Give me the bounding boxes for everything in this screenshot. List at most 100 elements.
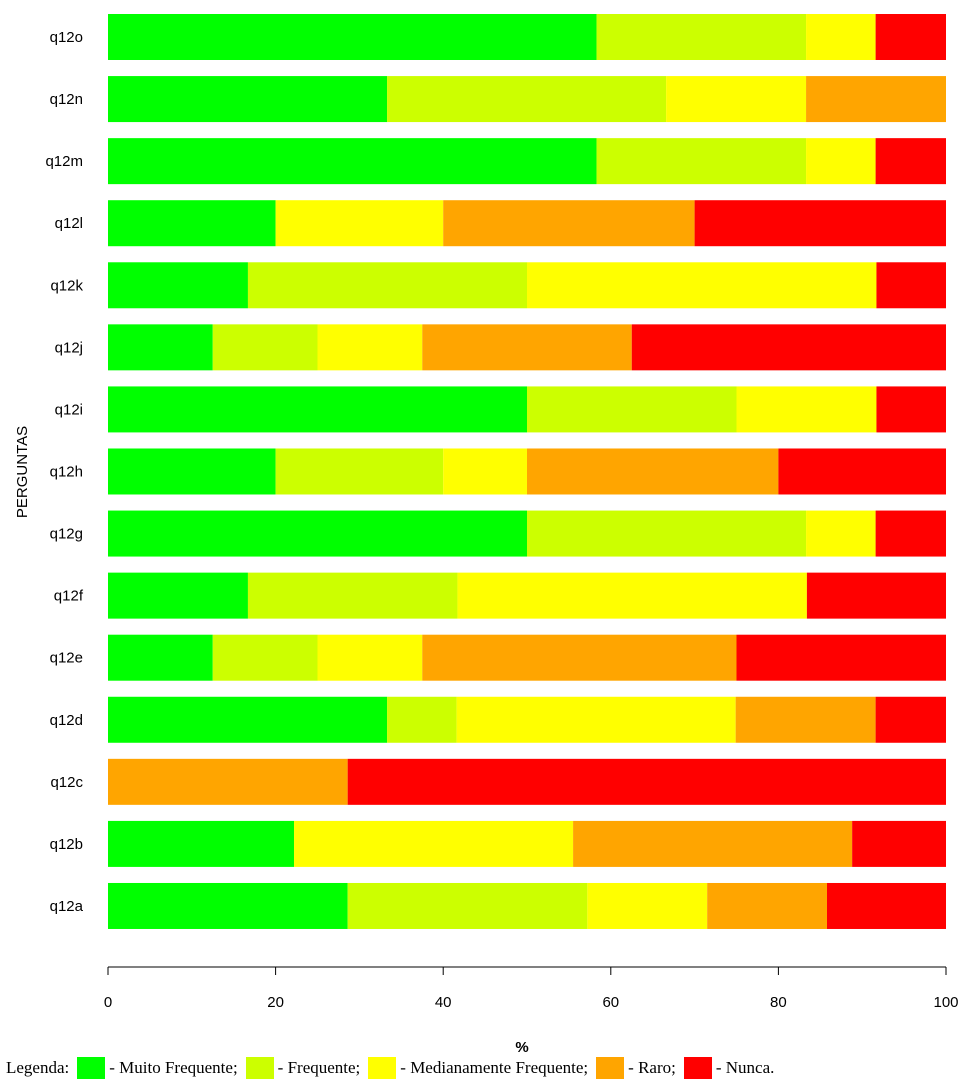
bar-q12m-series-1	[108, 138, 597, 185]
category-labels: q12a q12b q12c q12d q12e q12f q12g q12h q12i q12j…	[45, 29, 83, 915]
bar-q12a-series-3	[587, 882, 708, 929]
x-tick-label-80: 80	[770, 994, 787, 1011]
bar-q12l-series-4	[443, 200, 695, 247]
bar-q12g-series-3	[806, 510, 876, 557]
bar-q12j-series-3	[317, 324, 423, 371]
bar-q12n-series-4	[806, 76, 946, 123]
bar-q12m-series-3	[806, 138, 876, 185]
category-label-q12b: q12b	[50, 836, 83, 853]
bar-q12f-series-5	[806, 572, 946, 619]
bar-q12d-series-4	[735, 696, 876, 743]
legend: Legenda: - Muito Frequente; - Frequente; -…	[6, 1056, 966, 1080]
legend-swatch-4	[596, 1057, 625, 1079]
bar-q12e-series-1	[108, 634, 213, 681]
legend-entry-4: - Raro;	[590, 1057, 678, 1079]
bar-q12n-series-3	[666, 76, 807, 123]
category-label-q12e: q12e	[50, 650, 83, 667]
bar-q12o-series-5	[875, 14, 946, 60]
bar-q12a-series-2	[347, 882, 588, 929]
bar-q12f-series-2	[247, 572, 458, 619]
bar-q12l-series-3	[275, 200, 444, 247]
x-axis-title: %	[515, 1039, 528, 1056]
category-label-q12m: q12m	[45, 153, 83, 170]
bar-q12j-series-5	[631, 324, 946, 371]
bar-q12b-series-1	[108, 820, 295, 867]
legend-entry-5: - Nunca.	[678, 1057, 777, 1079]
bar-q12n-series-2	[387, 76, 667, 123]
category-label-q12j: q12j	[55, 339, 83, 356]
stacked-bar-chart: q12a q12b q12c q12d q12e q12f q12g q12h q12i q12j…	[14, 14, 959, 1056]
bar-q12k-series-2	[247, 262, 528, 309]
legend-swatch-3	[368, 1057, 397, 1079]
bar-q12a-series-5	[827, 882, 946, 929]
category-label-q12a: q12a	[50, 898, 84, 915]
legend-entry-1: - Muito Frequente;	[71, 1057, 239, 1079]
bar-q12l-series-1	[108, 200, 276, 247]
legend-swatch-2	[245, 1057, 274, 1079]
legend-swatch-1	[77, 1057, 106, 1079]
category-label-q12g: q12g	[50, 526, 83, 543]
bar-q12g-series-2	[527, 510, 807, 557]
legend-label-3: - Medianamente Frequente;	[400, 1058, 589, 1077]
bar-q12d-series-2	[387, 696, 457, 743]
bar-q12k-series-3	[527, 262, 877, 309]
bar-q12c-series-5	[347, 758, 947, 805]
legend-label-2: - Frequente;	[277, 1058, 361, 1077]
bar-q12i-series-2	[527, 386, 737, 433]
bar-q12h-series-5	[778, 448, 946, 495]
bar-q12b-series-3	[294, 820, 574, 867]
x-tick-label-40: 40	[435, 994, 452, 1011]
bar-q12j-series-4	[422, 324, 632, 371]
legend-entries: - Muito Frequente; - Frequente; - Medianam…	[71, 1057, 776, 1079]
bar-q12d-series-3	[456, 696, 736, 743]
bar-q12l-series-5	[694, 200, 946, 247]
bar-q12e-series-3	[317, 634, 423, 681]
bar-q12e-series-2	[212, 634, 318, 681]
bars-layer	[108, 14, 947, 929]
category-label-q12n: q12n	[50, 91, 83, 108]
bar-q12g-series-1	[108, 510, 527, 557]
bar-q12e-series-5	[736, 634, 946, 681]
bar-q12h-series-4	[527, 448, 779, 495]
bar-q12a-series-1	[108, 882, 348, 929]
bar-q12c-series-4	[108, 758, 348, 805]
bar-q12m-series-2	[596, 138, 807, 185]
legend-label-5: - Nunca.	[715, 1058, 775, 1077]
bar-q12f-series-3	[457, 572, 807, 619]
bar-q12j-series-1	[108, 324, 213, 371]
category-label-q12k: q12k	[50, 277, 83, 294]
x-tick-label-60: 60	[602, 994, 619, 1011]
legend-label-1: - Muito Frequente;	[109, 1058, 238, 1077]
legend-swatch-5	[683, 1057, 712, 1079]
bar-q12h-series-2	[275, 448, 444, 495]
bar-q12a-series-4	[707, 882, 828, 929]
bar-q12i-series-3	[736, 386, 877, 433]
category-label-q12c: q12c	[50, 774, 83, 791]
category-label-q12h: q12h	[50, 463, 83, 480]
legend-label-4: - Raro;	[628, 1058, 676, 1077]
legend-entry-2: - Frequente;	[240, 1057, 363, 1079]
bar-q12o-series-1	[108, 14, 597, 60]
bar-q12i-series-5	[876, 386, 946, 433]
legend-entry-3: - Medianamente Frequente;	[362, 1057, 590, 1079]
bar-q12o-series-2	[596, 14, 807, 60]
category-label-q12d: q12d	[50, 712, 83, 729]
bar-q12g-series-5	[875, 510, 946, 557]
category-label-q12f: q12f	[54, 588, 84, 605]
x-tick-label-20: 20	[267, 994, 284, 1011]
bar-q12f-series-1	[108, 572, 248, 619]
legend-prefix: Legenda:	[6, 1058, 70, 1077]
bar-q12b-series-4	[573, 820, 853, 867]
bar-q12e-series-4	[422, 634, 737, 681]
bar-q12m-series-5	[875, 138, 946, 185]
bar-q12d-series-1	[108, 696, 388, 743]
bar-q12k-series-5	[876, 262, 946, 309]
bar-q12h-series-1	[108, 448, 276, 495]
x-tick-label-0: 0	[104, 994, 112, 1011]
bar-q12k-series-1	[108, 262, 248, 309]
category-label-q12i: q12i	[55, 401, 83, 418]
category-label-q12l: q12l	[55, 215, 83, 232]
x-tick-label-100: 100	[933, 994, 958, 1011]
bar-q12n-series-1	[108, 76, 388, 123]
bar-q12h-series-3	[443, 448, 527, 495]
